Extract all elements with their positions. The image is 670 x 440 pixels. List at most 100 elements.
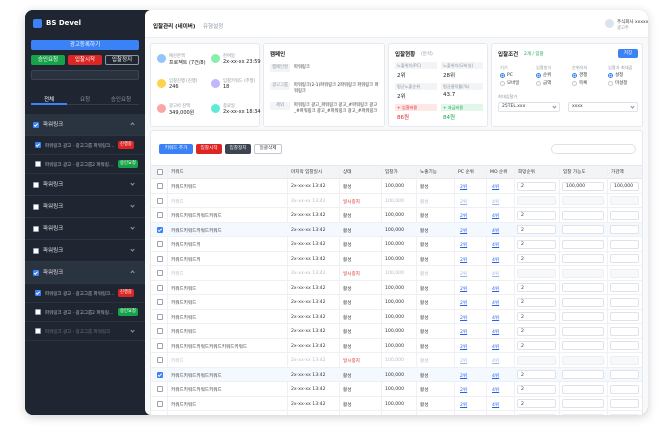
column-header[interactable]: 키워드 bbox=[171, 170, 184, 175]
table-input[interactable]: 2 bbox=[517, 312, 556, 321]
pc-rank[interactable]: 2위 bbox=[460, 199, 468, 205]
table-input[interactable] bbox=[562, 297, 604, 307]
group-checkbox[interactable] bbox=[33, 226, 39, 232]
row-checkbox[interactable] bbox=[157, 328, 163, 334]
radio[interactable] bbox=[536, 73, 541, 78]
item-chevron[interactable] bbox=[130, 328, 135, 333]
table-input[interactable] bbox=[610, 283, 639, 292]
table-input[interactable] bbox=[610, 312, 639, 321]
group-header[interactable]: 파워링크 bbox=[25, 196, 145, 218]
row-checkbox[interactable] bbox=[157, 371, 163, 378]
table-input[interactable] bbox=[562, 341, 604, 350]
header-tab[interactable]: 입찰관리 (네이버) bbox=[153, 24, 196, 30]
action-button[interactable]: 입찰정지 bbox=[105, 55, 139, 65]
table-input[interactable] bbox=[610, 254, 639, 263]
toolbar-button[interactable]: 일괄삭제 bbox=[254, 144, 282, 154]
radio[interactable] bbox=[572, 81, 577, 86]
toolbar-button[interactable]: 입찰시작 bbox=[196, 144, 222, 154]
column-header[interactable]: 가감액 bbox=[611, 170, 624, 175]
radio[interactable] bbox=[572, 73, 577, 78]
table-input[interactable]: 100,000 bbox=[562, 181, 604, 191]
mo-rank[interactable]: 4위 bbox=[492, 286, 500, 292]
row-checkbox[interactable] bbox=[157, 241, 163, 247]
table-input[interactable]: 2 bbox=[517, 399, 556, 408]
table-input[interactable] bbox=[562, 326, 604, 336]
toolbar-button[interactable]: 입찰정지 bbox=[225, 144, 251, 154]
action-button[interactable]: 입찰시작 bbox=[68, 55, 102, 65]
mo-rank[interactable]: 4위 bbox=[492, 185, 500, 190]
pc-rank[interactable]: 2위 bbox=[460, 185, 468, 190]
group-chevron[interactable] bbox=[130, 247, 135, 252]
row-checkbox[interactable] bbox=[157, 284, 163, 291]
group-chevron[interactable] bbox=[130, 181, 135, 186]
table-input[interactable] bbox=[610, 370, 639, 379]
pc-rank[interactable]: 2위 bbox=[460, 402, 468, 408]
group-chevron[interactable] bbox=[130, 122, 135, 127]
column-header[interactable]: 입찰가 bbox=[385, 170, 398, 175]
item-checkbox[interactable] bbox=[35, 290, 41, 296]
table-input[interactable]: 2 bbox=[517, 384, 556, 394]
item-checkbox[interactable] bbox=[35, 309, 41, 315]
radio[interactable] bbox=[608, 81, 613, 86]
pc-rank[interactable]: 2위 bbox=[460, 388, 468, 393]
table-input[interactable] bbox=[562, 312, 604, 321]
group-checkbox[interactable] bbox=[33, 248, 39, 254]
mo-rank[interactable]: 4위 bbox=[492, 257, 500, 263]
pc-rank[interactable]: 2위 bbox=[460, 228, 468, 234]
table-input[interactable] bbox=[562, 239, 604, 249]
table-input[interactable] bbox=[610, 297, 639, 307]
table-input[interactable] bbox=[610, 399, 639, 408]
pc-rank[interactable]: 2위 bbox=[460, 373, 468, 379]
group-item[interactable]: 파워링크 광고 · 광고그룹 파워링크파워링크진행중 bbox=[25, 284, 145, 303]
pc-rank[interactable]: 2위 bbox=[460, 243, 468, 248]
mo-rank[interactable]: 4위 bbox=[492, 388, 500, 393]
group-header[interactable]: 파워링크 bbox=[25, 240, 145, 262]
group-item[interactable]: 파워링크 광고 · 광고그룹 파워링크 bbox=[25, 322, 145, 341]
mo-rank[interactable]: 4위 bbox=[492, 402, 500, 408]
mo-rank[interactable]: 4위 bbox=[492, 243, 500, 248]
mo-rank[interactable]: 4위 bbox=[492, 359, 500, 364]
group-header[interactable]: 파워링크 bbox=[25, 174, 145, 196]
mo-rank[interactable]: 4위 bbox=[492, 228, 500, 234]
pc-rank[interactable]: 2위 bbox=[460, 315, 468, 321]
row-checkbox[interactable] bbox=[157, 270, 163, 276]
pc-rank[interactable]: 2위 bbox=[460, 272, 468, 277]
pc-rank[interactable]: 2위 bbox=[460, 301, 468, 306]
select[interactable]: xxxx bbox=[568, 102, 638, 112]
radio[interactable] bbox=[536, 81, 541, 86]
table-input[interactable] bbox=[610, 326, 639, 336]
group-chevron[interactable] bbox=[130, 270, 135, 275]
toolbar-button[interactable]: 키워드 추가 bbox=[159, 144, 193, 154]
group-checkbox[interactable] bbox=[33, 182, 39, 188]
sidebar-tab[interactable]: 요청 bbox=[79, 97, 91, 103]
table-input[interactable]: 2 bbox=[517, 239, 556, 249]
row-checkbox[interactable] bbox=[157, 386, 163, 392]
table-input[interactable] bbox=[562, 370, 604, 379]
group-chevron[interactable] bbox=[130, 225, 135, 230]
mo-rank[interactable]: 4위 bbox=[492, 344, 500, 350]
mo-rank[interactable]: 4위 bbox=[492, 373, 500, 379]
table-input[interactable] bbox=[562, 384, 604, 394]
table-input[interactable] bbox=[562, 399, 604, 408]
sidebar-tab[interactable]: 승인요청 bbox=[110, 97, 132, 103]
group-checkbox[interactable] bbox=[33, 204, 39, 210]
table-input[interactable]: 2 bbox=[517, 370, 556, 379]
table-input[interactable]: 2 bbox=[517, 283, 556, 292]
column-header[interactable]: 희망순위 bbox=[518, 170, 535, 175]
group-header[interactable]: 파워링크 bbox=[25, 262, 145, 284]
table-search[interactable] bbox=[551, 144, 636, 154]
group-header[interactable]: 파워링크 bbox=[25, 218, 145, 240]
table-input[interactable] bbox=[562, 283, 604, 292]
table-input[interactable]: 2 bbox=[517, 254, 556, 263]
mo-rank[interactable]: 4위 bbox=[492, 330, 500, 335]
pc-rank[interactable]: 2위 bbox=[460, 359, 468, 364]
row-checkbox[interactable] bbox=[157, 226, 163, 233]
column-header[interactable]: PC 순위 bbox=[458, 170, 474, 175]
table-input[interactable]: 100,000 bbox=[610, 181, 639, 191]
table-input[interactable] bbox=[610, 341, 639, 350]
row-checkbox[interactable] bbox=[157, 313, 163, 320]
row-checkbox[interactable] bbox=[157, 342, 163, 349]
table-input[interactable] bbox=[610, 384, 639, 394]
row-checkbox[interactable] bbox=[157, 357, 163, 363]
